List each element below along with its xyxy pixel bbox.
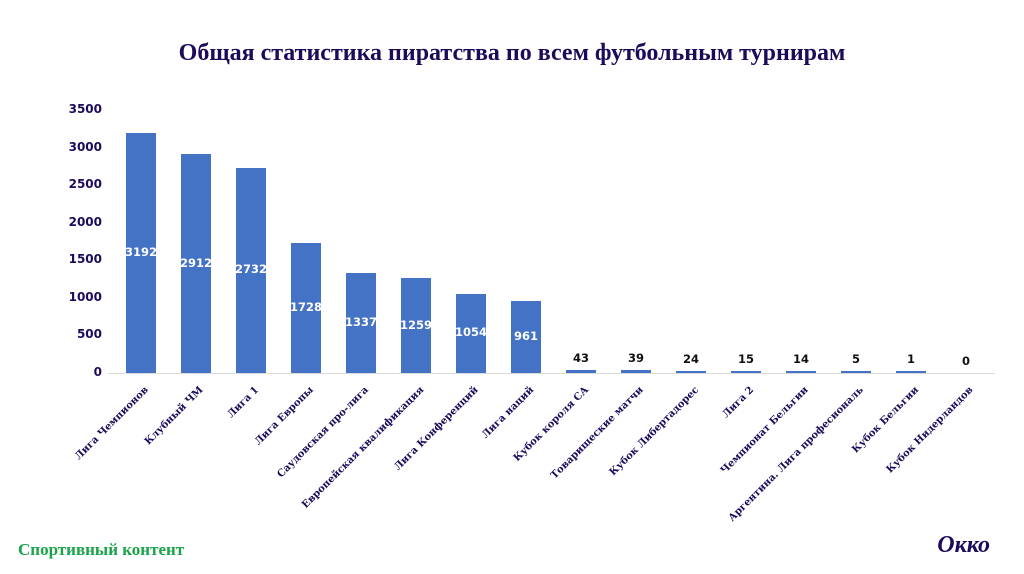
category-label: Лига наций	[480, 384, 537, 441]
data-label: 15	[737, 352, 754, 366]
data-label: 3192	[124, 245, 157, 260]
category-label: Клубный ЧМ	[142, 384, 206, 448]
chart-title: Общая статистика пиратства по всем футбо…	[178, 40, 846, 66]
data-label: 5	[851, 352, 860, 366]
bar	[291, 243, 321, 373]
data-label: 24	[682, 352, 699, 366]
y-tick-label: 2000	[68, 214, 102, 229]
category-label: Лига Чемпионов	[73, 384, 151, 463]
data-label: 1	[906, 352, 915, 366]
bar	[731, 371, 761, 373]
footer-caption: Спортивный контент	[18, 540, 185, 559]
bar	[456, 293, 486, 373]
category-label: Лига Европы	[252, 384, 316, 448]
data-label: 14	[792, 352, 809, 366]
bar	[786, 371, 816, 373]
y-tick-label: 3000	[68, 139, 102, 154]
bar	[896, 371, 926, 373]
category-label: Товарищеские матчи	[548, 384, 646, 482]
category-label: Саудовская про-лига	[275, 384, 371, 481]
y-tick-label: 1000	[68, 289, 102, 304]
data-label: 43	[572, 350, 589, 365]
bar	[566, 369, 596, 373]
data-label: 2732	[234, 262, 267, 277]
y-tick-label: 3500	[68, 102, 102, 116]
y-tick-label: 0	[93, 365, 102, 379]
y-tick-label: 1500	[68, 252, 102, 267]
data-label: 1337	[344, 314, 377, 329]
bar	[676, 371, 706, 373]
data-label: 2912	[179, 255, 212, 270]
bar	[511, 300, 541, 373]
bar	[401, 278, 431, 373]
category-label: Чемпионат Бельгии	[718, 384, 811, 477]
bar	[841, 371, 871, 373]
category-label: Европейская квалификация	[300, 384, 427, 511]
y-tick-label: 500	[76, 327, 102, 342]
bar	[181, 154, 211, 373]
category-label: Лига 2	[720, 384, 757, 421]
y-tick-label: 2500	[68, 177, 102, 192]
data-label: 1728	[289, 300, 322, 315]
data-label: 1054	[454, 325, 487, 340]
bar	[236, 167, 266, 373]
category-label: Кубок Либертадорес	[607, 384, 702, 479]
x-axis-line	[108, 373, 995, 374]
bar	[126, 133, 156, 373]
data-label: 961	[513, 328, 538, 343]
data-label: 1259	[399, 317, 432, 332]
bar	[621, 370, 651, 373]
category-label: Лига 1	[225, 384, 262, 421]
data-label: 0	[961, 354, 970, 368]
bar	[346, 272, 376, 373]
data-label: 39	[627, 351, 644, 366]
okko-logo: Окко	[937, 532, 990, 558]
